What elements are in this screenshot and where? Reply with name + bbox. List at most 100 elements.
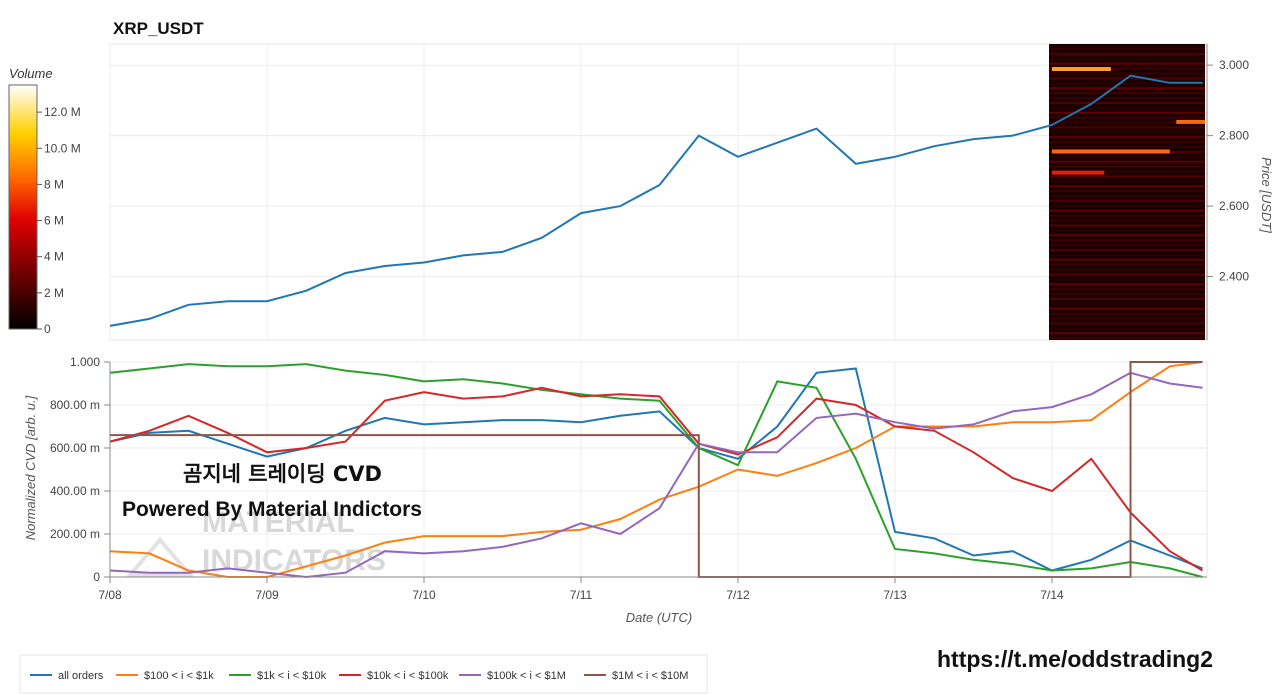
heatmap-cell-row bbox=[1049, 268, 1205, 271]
heatmap-cell-row bbox=[1049, 62, 1205, 65]
cvd-series-line bbox=[109, 371, 1203, 579]
heatmap-cell-row bbox=[1049, 185, 1205, 188]
heatmap-cell-row bbox=[1049, 136, 1205, 139]
heatmap-cell-row bbox=[1049, 337, 1205, 340]
heatmap-cell-row bbox=[1049, 131, 1205, 134]
cvd-tick-label: 800.00 m bbox=[50, 398, 100, 412]
heatmap-cell-row bbox=[1049, 263, 1205, 266]
heatmap-cell-row bbox=[1049, 180, 1205, 183]
x-tick-label: 7/08 bbox=[98, 588, 122, 602]
heatmap-cell-row bbox=[1049, 317, 1205, 320]
heatmap-cell-row bbox=[1049, 121, 1205, 124]
heatmap-cell-row bbox=[1049, 244, 1205, 246]
heatmap-cell-row bbox=[1049, 224, 1205, 227]
colorbar bbox=[8, 84, 38, 330]
colorbar-label: Volume bbox=[9, 66, 53, 81]
x-tick-label: 7/11 bbox=[570, 588, 593, 602]
heatmap-level bbox=[1052, 67, 1111, 72]
heatmap-cell-row bbox=[1049, 141, 1205, 144]
heatmap-cell-row bbox=[1049, 258, 1205, 261]
heatmap-level bbox=[1052, 170, 1105, 175]
watermark-logo-icon bbox=[125, 536, 195, 577]
cvd-series-line bbox=[109, 363, 1203, 578]
watermark: MATERIAL INDICATORS bbox=[125, 506, 386, 577]
heatmap-cell-row bbox=[1049, 204, 1205, 207]
overlay-subtitle: Powered By Material Indictors bbox=[122, 498, 422, 521]
price-axis-label: Price [USDT] bbox=[1259, 157, 1274, 233]
heatmap-levels bbox=[1052, 67, 1205, 175]
heatmap-cell-row bbox=[1049, 253, 1205, 256]
heatmap-cell-row bbox=[1049, 190, 1205, 193]
heatmap-cell-row bbox=[1049, 170, 1205, 173]
heatmap-cell-row bbox=[1049, 273, 1205, 276]
heatmap-cell-row bbox=[1049, 106, 1205, 109]
telegram-url: https://t.me/oddstrading2 bbox=[937, 646, 1213, 672]
cvd-panel bbox=[109, 361, 1208, 578]
heatmap-cell-row bbox=[1049, 116, 1205, 119]
heatmap-cell-row bbox=[1049, 293, 1205, 295]
price-tick-label: 2.800 bbox=[1219, 129, 1249, 143]
cvd-series-line bbox=[109, 386, 1204, 572]
watermark-line1: MATERIAL bbox=[202, 506, 355, 539]
cvd-tick-label: 0 bbox=[93, 570, 100, 584]
x-tick-label: 7/13 bbox=[883, 588, 907, 602]
heatmap-cell-row bbox=[1049, 48, 1205, 50]
price-panel bbox=[109, 43, 1208, 341]
heatmap-cell-row bbox=[1049, 278, 1205, 281]
heatmap-cell-row bbox=[1049, 302, 1205, 305]
overlay-title: 곰지네 트레이딩 CVD bbox=[183, 462, 382, 486]
colorbar-tick-label: 0 bbox=[44, 322, 51, 336]
x-axis-label: Date (UTC) bbox=[626, 610, 692, 625]
watermark-line2: INDICATORS bbox=[202, 544, 386, 577]
legend-label: $10k < i < $100k bbox=[367, 670, 449, 682]
cvd-series-line bbox=[109, 367, 1203, 572]
heatmap-cell-row bbox=[1049, 165, 1205, 168]
heatmap-cell-row bbox=[1049, 195, 1205, 197]
heatmap-cell-row bbox=[1049, 175, 1205, 178]
heatmap-cell-row bbox=[1049, 248, 1205, 251]
price-ticks: 2.400 2.600 2.800 3.000 bbox=[1207, 58, 1249, 284]
colorbar-ticks: 0 2 M 4 M 6 M 8 M 10.0 M 12.0 M bbox=[37, 105, 81, 336]
chart-title: XRP_USDT bbox=[113, 19, 204, 38]
x-tick-label: 7/09 bbox=[255, 588, 279, 602]
price-tick-label: 2.400 bbox=[1219, 270, 1249, 284]
price-line bbox=[109, 74, 1203, 327]
heatmap-cell-row bbox=[1049, 72, 1205, 75]
x-tick-label: 7/12 bbox=[726, 588, 750, 602]
legend-items: all orders $100 < i < $1k $1k < i < $10k $1… bbox=[30, 670, 688, 682]
heatmap-cell-row bbox=[1049, 67, 1205, 70]
heatmap-texture bbox=[1049, 48, 1205, 340]
heatmap-cell-row bbox=[1049, 229, 1205, 232]
heatmap-cell-row bbox=[1049, 87, 1205, 90]
heatmap-cell-row bbox=[1049, 283, 1205, 286]
heatmap-cell-row bbox=[1049, 57, 1205, 60]
x-ticks: 7/08 7/09 7/10 7/11 7/12 7/13 7/14 bbox=[98, 577, 1064, 602]
legend-label: $1M < i < $10M bbox=[612, 670, 688, 682]
heatmap-cell-row bbox=[1049, 332, 1205, 335]
legend-label: all orders bbox=[58, 670, 104, 682]
heatmap-cell-row bbox=[1049, 146, 1205, 148]
price-tick-label: 3.000 bbox=[1219, 58, 1249, 72]
heatmap-cell-row bbox=[1049, 82, 1205, 85]
heatmap-cell-row bbox=[1049, 327, 1205, 330]
cvd-tick-label: 400.00 m bbox=[50, 484, 100, 498]
heatmap-cell-row bbox=[1049, 199, 1205, 202]
legend-label: $1k < i < $10k bbox=[257, 670, 327, 682]
heatmap-level bbox=[1052, 149, 1170, 154]
heatmap-cell-row bbox=[1049, 92, 1205, 95]
colorbar-tick-label: 8 M bbox=[44, 177, 64, 191]
colorbar-tick-label: 2 M bbox=[44, 286, 64, 300]
heatmap-cell-row bbox=[1049, 101, 1205, 104]
cvd-series-line bbox=[109, 361, 1203, 578]
cvd-tick-label: 1.000 bbox=[70, 355, 100, 369]
heatmap-cell-row bbox=[1049, 307, 1205, 310]
heatmap-cell-row bbox=[1049, 126, 1205, 129]
cvd-y-ticks: 0 200.00 m 400.00 m 600.00 m 800.00 m 1.000 bbox=[50, 355, 110, 584]
heatmap-cell-row bbox=[1049, 288, 1205, 291]
heatmap-cell-row bbox=[1049, 312, 1205, 315]
x-tick-label: 7/14 bbox=[1040, 588, 1064, 602]
heatmap-cell-row bbox=[1049, 97, 1205, 99]
heatmap-cell-row bbox=[1049, 209, 1205, 212]
heatmap-cell-row bbox=[1049, 52, 1205, 55]
